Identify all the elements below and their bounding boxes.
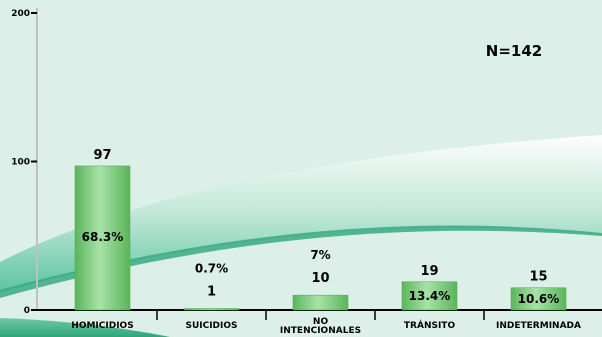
category-label: SUICIDIOS	[185, 321, 237, 331]
bars	[74, 165, 567, 311]
percentage-label: 7%	[310, 248, 330, 262]
category-labels: HOMICIDIOS SUICIDIOS NO INTENCIONALES TRÁNSI…	[71, 317, 581, 336]
bar	[292, 294, 349, 311]
y-tick-label: 100	[11, 158, 30, 168]
bar	[510, 287, 567, 311]
value-label: 97	[93, 148, 111, 163]
value-label: 10	[311, 271, 329, 286]
value-label: 1	[207, 285, 216, 300]
value-label: 19	[420, 264, 438, 279]
sample-size-annotation: N=142	[486, 42, 542, 60]
y-tick-label: 0	[24, 306, 30, 316]
percentage-label: 68.3%	[82, 230, 124, 244]
y-tick-label: 200	[11, 9, 30, 19]
bar	[74, 165, 131, 311]
bar	[401, 281, 458, 311]
category-label: TRÁNSITO	[404, 319, 456, 331]
category-label: HOMICIDIOS	[71, 321, 133, 331]
y-ticks: 0 100 200	[11, 9, 37, 316]
percentage-label: 10.6%	[518, 292, 560, 306]
percentage-label: 13.4%	[409, 289, 451, 303]
bar	[183, 308, 240, 311]
value-label: 15	[529, 270, 547, 285]
percentage-label: 0.7%	[195, 262, 228, 276]
category-label: NO INTENCIONALES	[280, 317, 361, 336]
category-label: INDETERMINADA	[496, 321, 581, 331]
data-labels: 97 68.3% 1 0.7% 10 7% 19 13.4% 15 10.6%	[82, 148, 560, 306]
x-category-separators	[156, 310, 485, 320]
